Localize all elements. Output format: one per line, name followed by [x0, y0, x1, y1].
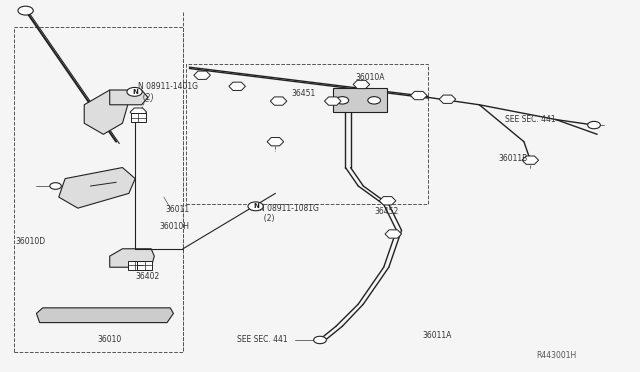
Polygon shape — [84, 90, 129, 134]
Text: 36010H: 36010H — [159, 222, 189, 231]
Text: R443001H: R443001H — [537, 351, 577, 360]
Circle shape — [275, 99, 283, 103]
Text: 36011A: 36011A — [422, 331, 451, 340]
Text: N 08911-1401G
  (2): N 08911-1401G (2) — [138, 82, 198, 102]
Circle shape — [134, 110, 143, 115]
Polygon shape — [353, 80, 370, 89]
Circle shape — [328, 99, 337, 103]
Bar — [137, 261, 152, 270]
Polygon shape — [194, 71, 211, 79]
Polygon shape — [109, 90, 148, 105]
Text: 36010D: 36010D — [15, 237, 45, 246]
Polygon shape — [380, 197, 396, 205]
Text: SEE SEC. 441: SEE SEC. 441 — [237, 336, 288, 344]
Polygon shape — [36, 308, 173, 323]
Polygon shape — [385, 230, 401, 238]
Circle shape — [248, 202, 263, 211]
Text: N: N — [253, 203, 259, 209]
Text: 36452: 36452 — [374, 207, 399, 217]
Text: SEE SEC. 441: SEE SEC. 441 — [505, 115, 556, 124]
Circle shape — [127, 87, 142, 96]
Circle shape — [233, 84, 241, 89]
Circle shape — [415, 93, 423, 98]
Circle shape — [50, 183, 61, 189]
Polygon shape — [410, 92, 427, 100]
Circle shape — [588, 121, 600, 129]
Circle shape — [271, 139, 280, 144]
Circle shape — [18, 6, 33, 15]
Polygon shape — [270, 97, 287, 105]
Circle shape — [336, 97, 349, 104]
Polygon shape — [59, 167, 135, 208]
Polygon shape — [229, 82, 246, 90]
Circle shape — [444, 97, 452, 102]
Text: 36011B: 36011B — [499, 154, 527, 163]
Polygon shape — [439, 95, 456, 103]
Circle shape — [357, 82, 365, 87]
Text: 36011: 36011 — [166, 205, 190, 215]
Circle shape — [389, 232, 397, 236]
Polygon shape — [109, 249, 154, 267]
Polygon shape — [324, 97, 341, 105]
Circle shape — [526, 158, 534, 163]
Polygon shape — [130, 108, 147, 116]
Bar — [127, 261, 143, 270]
Polygon shape — [267, 138, 284, 146]
Circle shape — [383, 198, 392, 203]
Bar — [333, 88, 387, 112]
Text: N 08911-1081G
  (2): N 08911-1081G (2) — [259, 204, 319, 224]
Circle shape — [198, 73, 206, 78]
Circle shape — [314, 336, 326, 344]
Text: 36010: 36010 — [97, 335, 121, 344]
Polygon shape — [522, 156, 539, 164]
Bar — [186, 64, 428, 205]
Text: 36402: 36402 — [135, 272, 159, 281]
Text: 36451: 36451 — [291, 89, 316, 98]
Bar — [14, 27, 183, 352]
Text: N: N — [132, 89, 138, 95]
Text: 36010A: 36010A — [355, 73, 385, 81]
Bar — [131, 113, 146, 122]
Circle shape — [368, 97, 381, 104]
